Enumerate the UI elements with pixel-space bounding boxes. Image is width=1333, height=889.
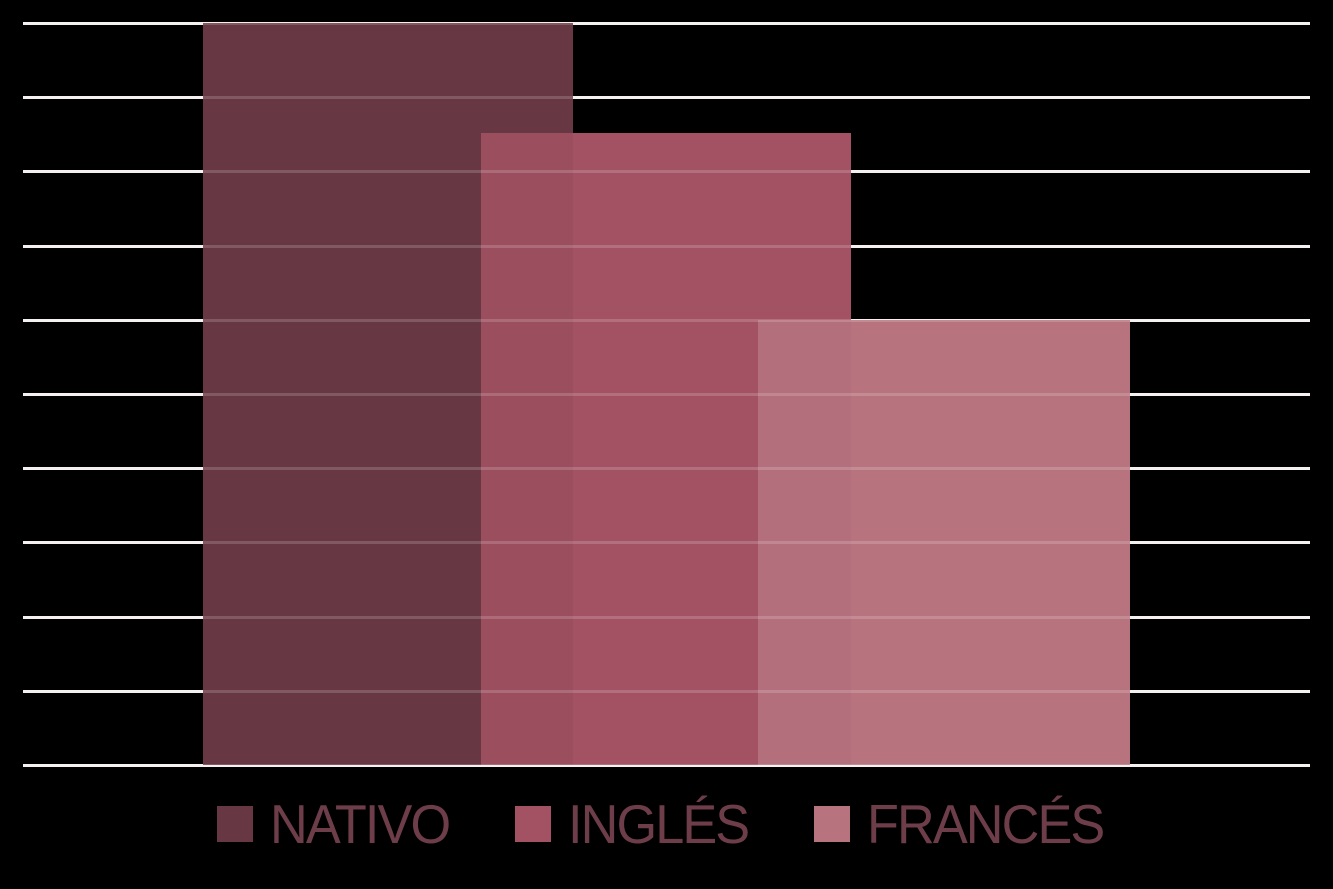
- legend-swatch-ingles-icon: [515, 806, 552, 842]
- gridline-showthrough: [23, 764, 1310, 767]
- gridline-showthrough: [23, 22, 1310, 25]
- gridline-showthrough: [23, 319, 1310, 322]
- gridline-showthrough: [23, 393, 1310, 396]
- legend-item-nativo: NATIVO: [217, 792, 459, 855]
- gridline-showthrough: [23, 170, 1310, 173]
- legend-swatch-nativo-icon: [217, 806, 254, 842]
- legend-label-ingles: INGLÉS: [568, 792, 750, 855]
- gridline-showthrough: [23, 467, 1310, 470]
- gridline-showthrough: [23, 96, 1310, 99]
- gridline-showthrough: [23, 245, 1310, 248]
- bar-overlap-strip: [758, 320, 851, 765]
- chart-legend: NATIVO INGLÉS FRANCÉS: [23, 796, 1310, 852]
- legend-swatch-frances-icon: [813, 806, 850, 842]
- legend-label-nativo: NATIVO: [270, 792, 451, 855]
- legend-label-frances: FRANCÉS: [866, 792, 1105, 855]
- gridline: [23, 96, 1310, 99]
- gridline-showthrough: [23, 541, 1310, 544]
- bar-overlap-strip: [481, 133, 573, 765]
- gridline-showthrough: [23, 690, 1310, 693]
- legend-item-ingles: INGLÉS: [515, 792, 758, 855]
- gridline: [23, 22, 1310, 25]
- gridline-showthrough: [23, 616, 1310, 619]
- legend-item-frances: FRANCÉS: [813, 792, 1116, 855]
- gridline: [23, 764, 1310, 767]
